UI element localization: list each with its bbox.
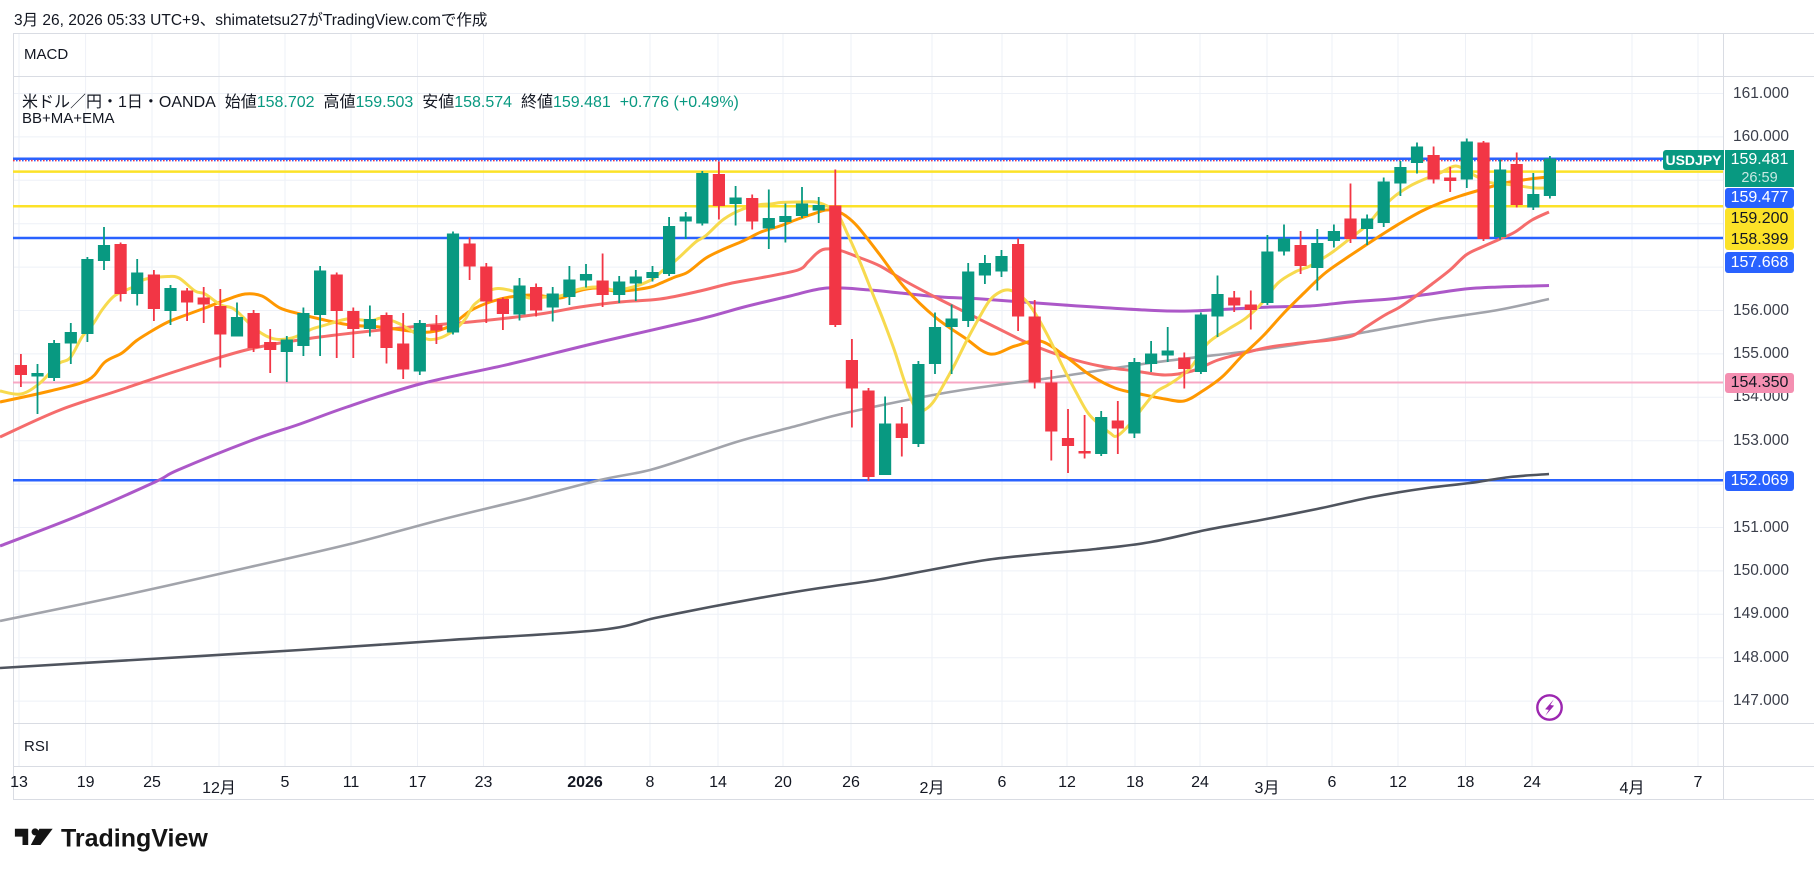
svg-text:TradingView: TradingView: [61, 825, 208, 853]
